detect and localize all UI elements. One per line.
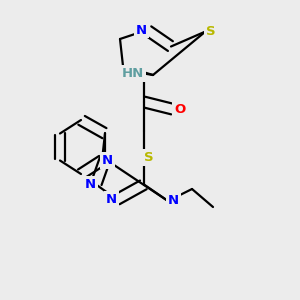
Text: HN: HN: [122, 67, 144, 80]
Text: N: N: [106, 193, 117, 206]
Text: S: S: [206, 25, 215, 38]
Text: N: N: [102, 154, 113, 167]
Text: N: N: [85, 178, 96, 191]
Text: S: S: [144, 151, 154, 164]
Text: N: N: [136, 23, 147, 37]
Text: N: N: [168, 194, 179, 208]
Text: O: O: [174, 103, 185, 116]
